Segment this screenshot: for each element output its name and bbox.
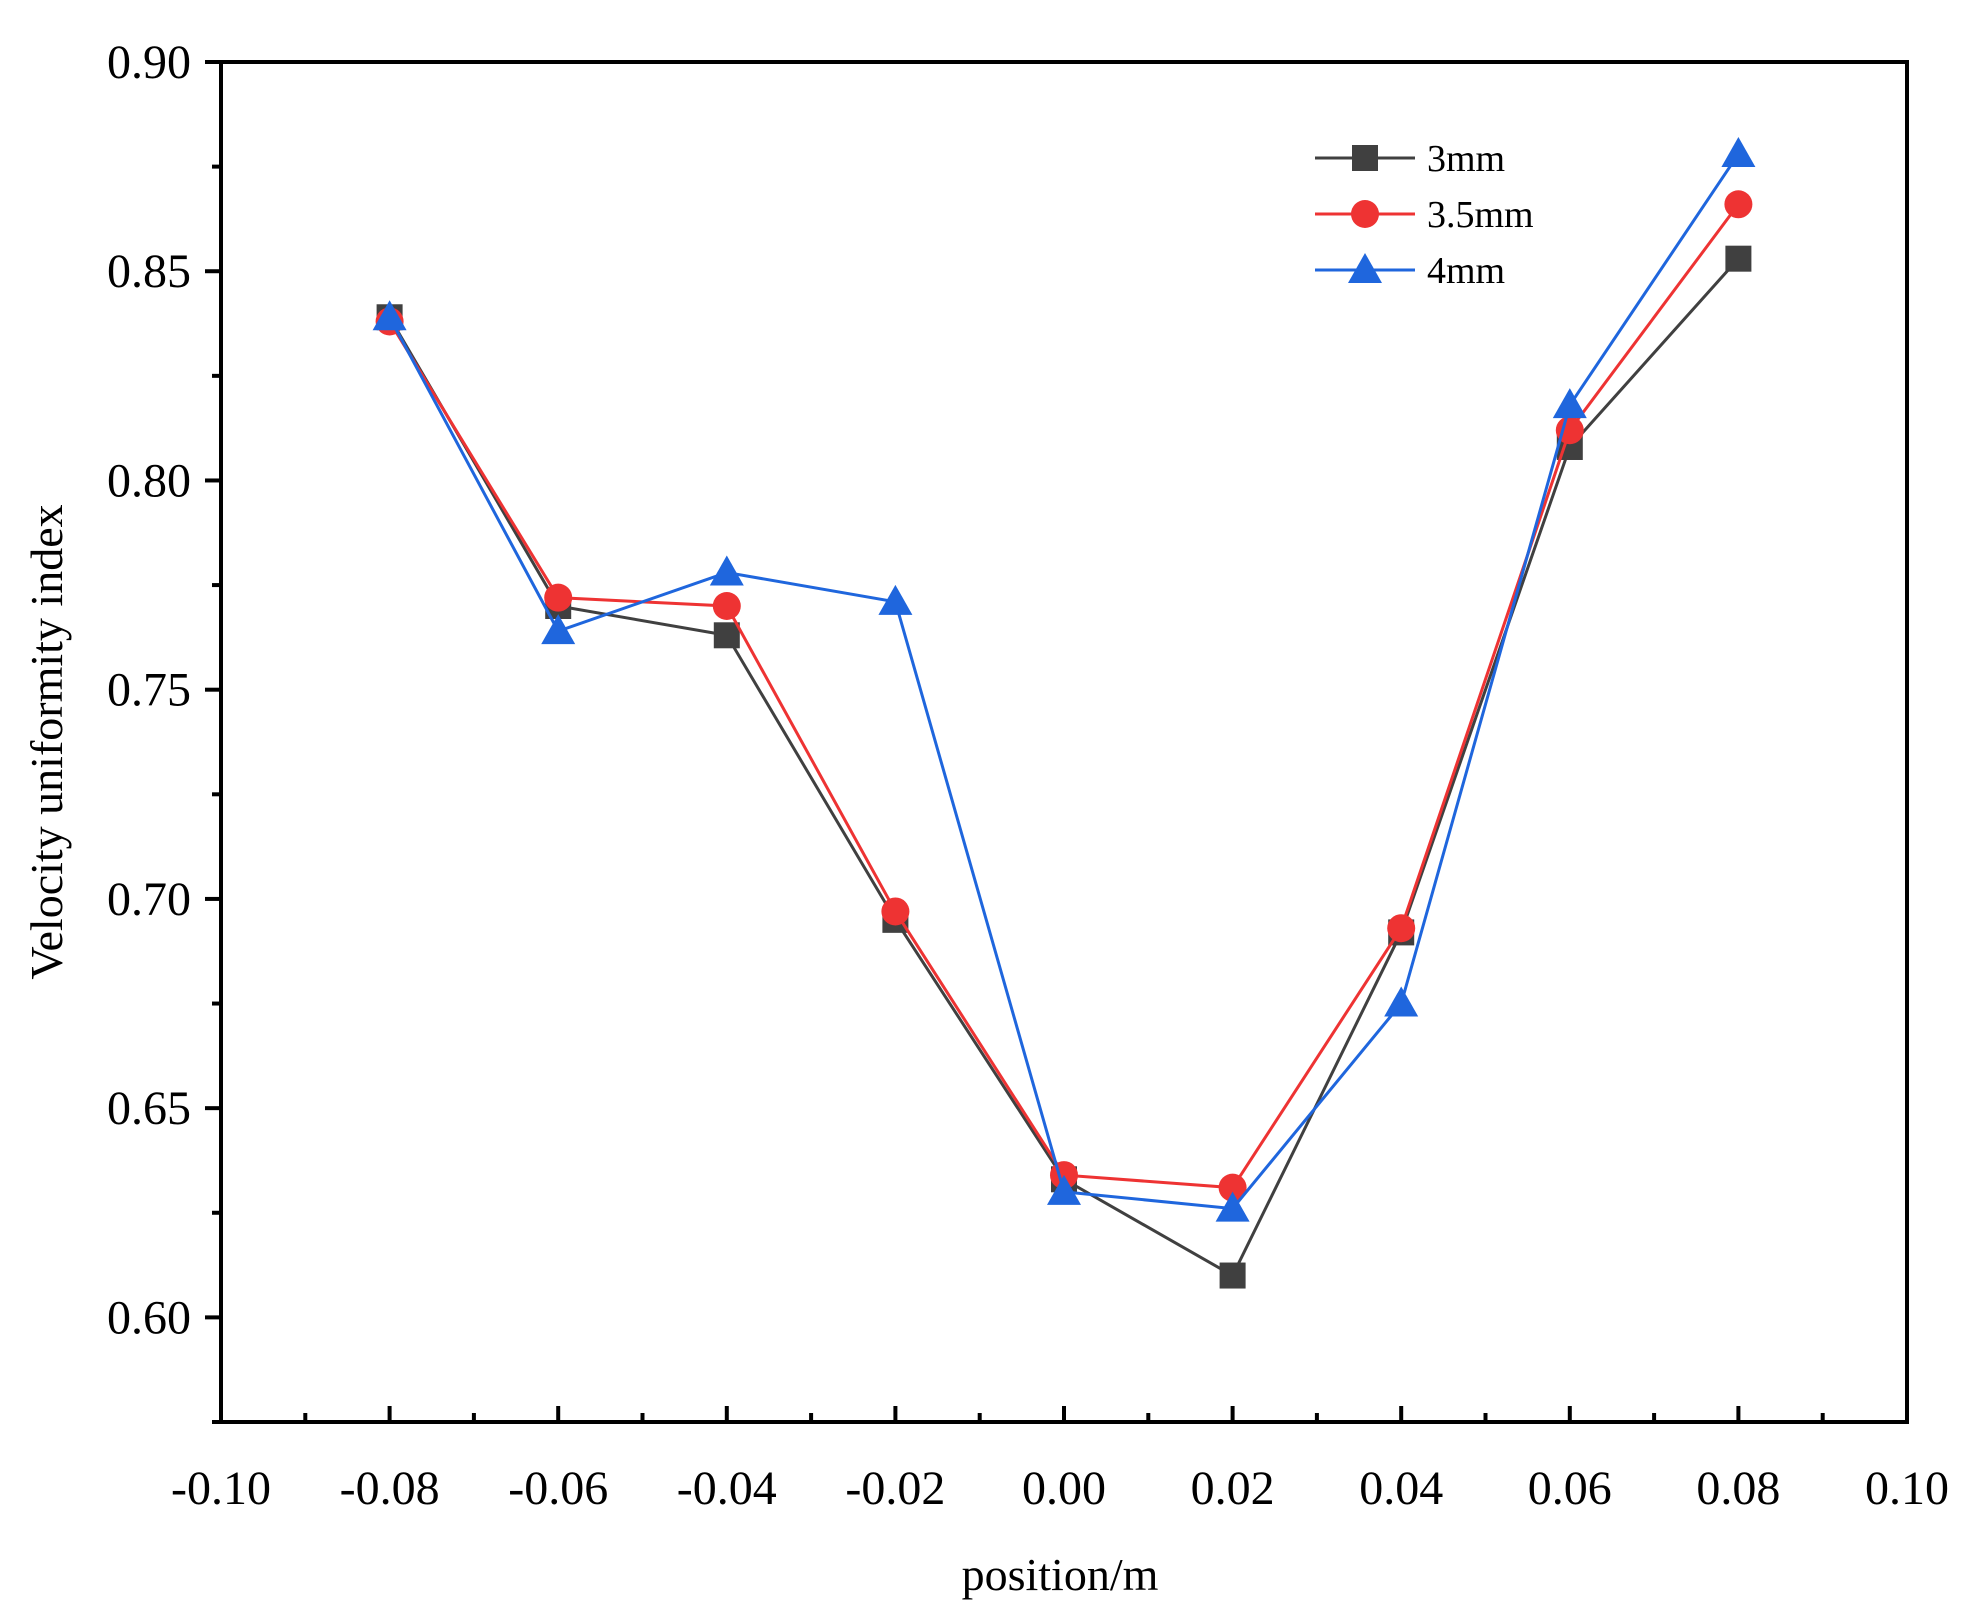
legend-marker-3-5mm [1351, 200, 1379, 228]
data-point-3-5mm [881, 897, 910, 926]
x-tick-label: 0.04 [1359, 1462, 1443, 1515]
y-tick-label: 0.85 [107, 245, 191, 298]
x-tick-label: 0.08 [1696, 1462, 1780, 1515]
y-tick-label: 0.75 [107, 664, 191, 717]
y-tick-label: 0.60 [107, 1291, 191, 1344]
legend-label-3-5mm: 3.5mm [1427, 194, 1534, 236]
legend-label-3mm: 3mm [1427, 138, 1505, 180]
series-layer [372, 137, 1756, 1289]
x-tick-label: 0.10 [1865, 1462, 1949, 1515]
y-tick-label: 0.70 [107, 873, 191, 926]
y-axis-title: Velocity uniformity index [21, 504, 72, 979]
legend-entry-3mm: 3mm [1315, 138, 1505, 180]
x-tick-label: -0.02 [845, 1462, 945, 1515]
data-point-4mm [1047, 1174, 1081, 1205]
data-point-4mm [1384, 986, 1419, 1017]
data-point-3-5mm [712, 592, 741, 620]
data-point-4mm [541, 614, 576, 645]
y-tick-label: 0.80 [107, 454, 191, 507]
x-tick-label: 0.06 [1528, 1462, 1612, 1515]
data-point-3-5mm [1387, 914, 1416, 943]
data-point-4mm [372, 300, 407, 331]
x-tick-label: -0.08 [340, 1462, 440, 1515]
x-tick-labels: -0.10 -0.08 -0.06 -0.04 -0.02 0.00 0.02 0.04 0.0… [171, 1462, 1949, 1515]
y-tick-label: 0.90 [107, 36, 191, 89]
legend: 3mm 3.5mm 4mm [1315, 138, 1534, 292]
plot-frame [219, 60, 1909, 1424]
x-tick-label: -0.10 [171, 1462, 271, 1515]
data-point-3mm [713, 622, 740, 649]
data-point-3mm [1725, 245, 1752, 272]
x-tick-label: -0.04 [677, 1462, 777, 1515]
x-tick-label: 0.02 [1191, 1462, 1275, 1515]
legend-entry-4mm: 4mm [1315, 250, 1505, 292]
data-point-3-5mm [544, 583, 573, 612]
legend-marker-4mm [1348, 253, 1382, 283]
data-point-4mm [1552, 388, 1587, 419]
legend-marker-3mm [1352, 145, 1378, 171]
data-point-3-5mm [1218, 1173, 1247, 1202]
data-point-4mm [1721, 137, 1756, 168]
x-axis-title: position/m [962, 1549, 1159, 1600]
legend-entry-3-5mm: 3.5mm [1315, 194, 1534, 236]
y-tick-label: 0.65 [107, 1082, 191, 1135]
data-point-3-5mm [1555, 416, 1584, 445]
data-point-4mm [709, 555, 744, 586]
x-tick-label: 0.00 [1022, 1462, 1106, 1515]
data-point-4mm [878, 584, 913, 615]
series-4mm [372, 137, 1756, 1222]
x-tick-label: -0.06 [508, 1462, 608, 1515]
data-point-3-5mm [1724, 190, 1753, 219]
y-tick-labels: 0.60 0.65 0.70 0.75 0.80 0.85 0.90 [107, 36, 191, 1344]
legend-label-4mm: 4mm [1427, 250, 1505, 292]
data-point-4mm [1215, 1191, 1250, 1222]
data-point-3mm [1219, 1262, 1246, 1289]
